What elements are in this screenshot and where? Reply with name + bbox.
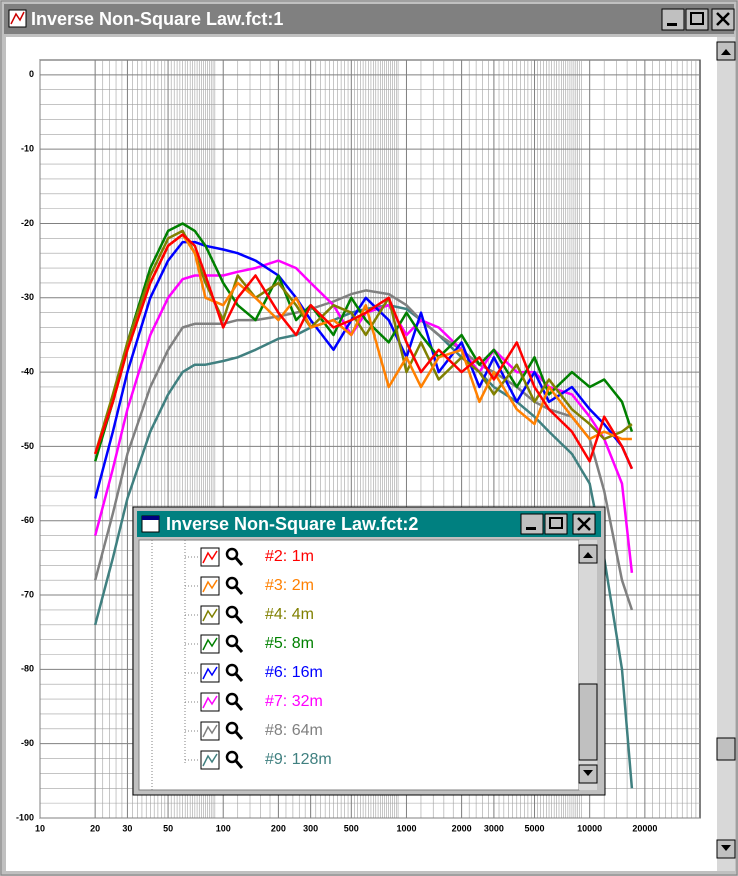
item-icon-mark: [202, 695, 218, 709]
magnifier-icon: [225, 750, 239, 764]
magnifier-icon: [225, 605, 239, 619]
window-buttons[interactable]: [661, 8, 735, 31]
item-icon-mark: [202, 724, 218, 738]
title-bar: [4, 4, 734, 34]
x-tick-label: 10: [35, 823, 45, 833]
x-tick-label: 300: [303, 823, 318, 833]
legend: #2: 1m #3: 2m #4: 4m #5: 8m #6: 16m #7: 32m #8…: [185, 547, 332, 770]
magnifier-handle: [234, 615, 244, 624]
legend-entry[interactable]: #8: 64m: [265, 722, 323, 739]
magnifier-handle: [234, 557, 244, 566]
item-icon-mark: [202, 579, 218, 593]
x-tick-label: 200: [271, 823, 286, 833]
legend-entry[interactable]: #7: 32m: [265, 693, 323, 710]
magnifier-handle: [234, 644, 244, 653]
magnifier-handle: [234, 586, 244, 595]
legend-entry[interactable]: #9: 128m: [265, 751, 332, 768]
x-tick-label: 20: [90, 823, 100, 833]
y-tick-label: -10: [21, 144, 34, 154]
window-icon-mark: [10, 11, 25, 25]
item-icon-mark: [202, 637, 218, 651]
x-tick-label: 20000: [632, 823, 657, 833]
series-line: [94, 229, 633, 455]
magnifier-icon: [225, 576, 239, 590]
scroll-thumb[interactable]: [716, 737, 736, 761]
magnifier-handle: [234, 702, 244, 711]
window-title: Inverse Non-Square Law.fct:1: [31, 9, 283, 29]
legend-entry[interactable]: #5: 8m: [265, 635, 314, 652]
x-tick-label: 500: [344, 823, 359, 833]
arrow: [583, 552, 593, 558]
y-tick-label: -90: [21, 738, 34, 748]
minimize-button[interactable]: [661, 8, 685, 31]
magnifier-icon: [225, 634, 239, 648]
legend-entry[interactable]: #4: 4m: [265, 606, 314, 623]
y-tick-label: -80: [21, 664, 34, 674]
x-tick-label: 5000: [525, 823, 545, 833]
x-tick-label: 10000: [577, 823, 602, 833]
arrow: [583, 770, 593, 776]
y-tick-label: -20: [21, 218, 34, 228]
x-tick-label: 50: [163, 823, 173, 833]
item-icon-mark: [202, 666, 218, 680]
y-tick-label: 0: [29, 69, 34, 79]
y-tick-label: -30: [21, 292, 34, 302]
y-tick-label: -40: [21, 366, 34, 376]
minimize-glyph: [526, 527, 536, 530]
magnifier-icon: [225, 721, 239, 735]
item-icon-mark: [202, 753, 218, 767]
legend-entry[interactable]: #3: 2m: [265, 577, 314, 594]
close-glyph: [716, 12, 730, 26]
item-icon-mark: [202, 550, 218, 564]
magnifier-icon: [225, 547, 239, 561]
x-tick-label: 30: [122, 823, 132, 833]
series-line: [94, 233, 634, 470]
legend-window: Inverse Non-Square Law.fct:2 #2: 1m #3: 2…: [132, 506, 606, 796]
legend-window-title: Inverse Non-Square Law.fct:2: [166, 514, 418, 534]
x-tick-label: 2000: [452, 823, 472, 833]
minimize-button[interactable]: [520, 513, 544, 535]
series-line: [93, 289, 634, 611]
legend-window-icon-bar: [142, 516, 159, 520]
magnifier-handle: [234, 731, 244, 740]
x-tick-label: 3000: [484, 823, 504, 833]
window-icon: [8, 9, 27, 28]
maximize-glyph: [690, 12, 704, 25]
y-tick-label: -70: [21, 589, 34, 599]
close-glyph: [577, 517, 591, 531]
magnifier-handle: [234, 760, 244, 769]
minimize-glyph: [667, 23, 677, 26]
x-tick-label: 100: [216, 823, 231, 833]
series-line: [94, 222, 634, 462]
magnifier-icon: [225, 663, 239, 677]
legend-entry[interactable]: #6: 16m: [265, 664, 323, 681]
magnifier-icon: [225, 692, 239, 706]
arrow: [721, 49, 731, 55]
scrollbar[interactable]: [717, 37, 735, 871]
magnifier-handle: [234, 673, 244, 682]
item-icon-mark: [202, 608, 218, 622]
y-tick-label: -60: [21, 515, 34, 525]
x-tick-label: 1000: [396, 823, 416, 833]
y-tick-label: -100: [16, 812, 34, 822]
maximize-glyph: [549, 517, 563, 529]
y-tick-label: -50: [21, 441, 34, 451]
scroll-thumb[interactable]: [578, 683, 598, 761]
arrow: [721, 845, 731, 851]
legend-entry[interactable]: #2: 1m: [265, 548, 314, 565]
